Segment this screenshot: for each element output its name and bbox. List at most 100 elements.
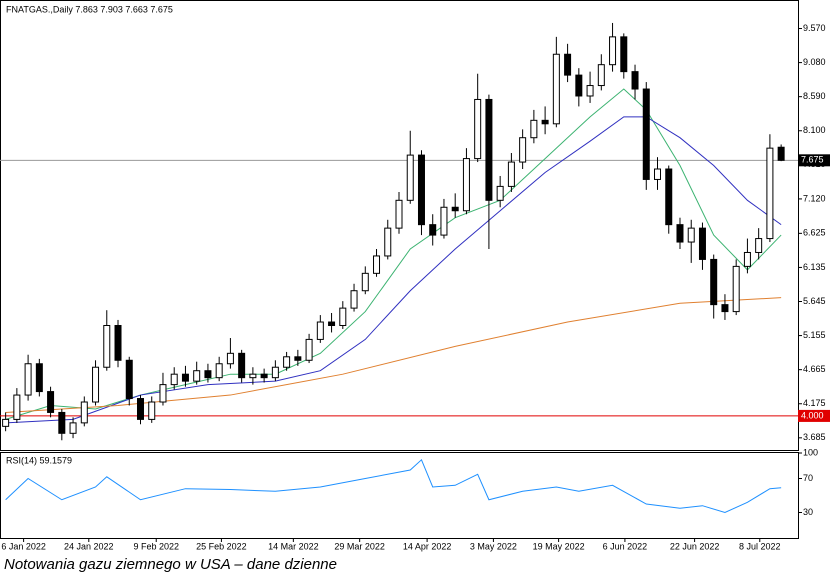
y-tick-label: 100 — [803, 447, 818, 457]
candle-body — [238, 352, 246, 379]
y-tick-label: 9.570 — [803, 23, 826, 33]
candle-body — [687, 227, 695, 243]
x-tick-label: 14 Apr 2022 — [403, 541, 452, 551]
y-tick-label: 6.625 — [803, 228, 826, 238]
candle-body — [226, 352, 234, 365]
candle-body — [24, 363, 32, 396]
candle-body — [361, 272, 369, 292]
candle-body — [305, 338, 313, 361]
y-tick-label: 9.080 — [803, 57, 826, 67]
indicator-line — [5, 297, 782, 413]
candle-body — [339, 307, 347, 327]
candle-body — [283, 356, 291, 368]
candle-body — [204, 370, 212, 379]
y-tick-label: 5.155 — [803, 330, 826, 340]
candle-body — [777, 146, 785, 161]
candle-body — [249, 373, 257, 379]
candle-body — [294, 356, 302, 361]
candle-body — [215, 363, 223, 379]
x-tick-label: 24 Jan 2022 — [64, 541, 114, 551]
price-tag — [798, 154, 830, 167]
candle-body — [395, 199, 403, 229]
y-tick-label: 3.685 — [803, 432, 826, 442]
candle-body — [429, 224, 437, 236]
candle-body — [92, 366, 100, 403]
candle-body — [474, 98, 482, 160]
rsi-panel — [0, 452, 799, 539]
y-tick-label: 7.120 — [803, 193, 826, 203]
candle-body — [350, 290, 358, 309]
candle-body — [148, 401, 156, 420]
y-tick-label: 30 — [803, 507, 813, 517]
candle-body — [193, 370, 201, 382]
candle-body — [170, 373, 178, 386]
candle-body — [159, 384, 167, 403]
candle-body — [721, 304, 729, 313]
candle-body — [136, 398, 144, 420]
main-panel — [0, 0, 799, 451]
candle-body — [597, 64, 605, 87]
y-tick-label: 8.100 — [803, 125, 826, 135]
x-tick-label: 14 Mar 2022 — [268, 541, 319, 551]
candle-body — [743, 251, 751, 267]
x-tick-label: 29 Mar 2022 — [334, 541, 385, 551]
y-tick-label: 6.135 — [803, 262, 826, 272]
y-tick-label: 4.175 — [803, 398, 826, 408]
candle-body — [698, 227, 706, 260]
chart-title: FNATGAS.,Daily 7.863 7.903 7.663 7.675 — [6, 4, 173, 14]
candle-body — [58, 411, 66, 434]
x-tick-label: 6 Jan 2022 — [1, 541, 46, 551]
x-tick-label: 3 May 2022 — [470, 541, 517, 551]
candle-body — [440, 206, 448, 236]
candle-body — [642, 88, 650, 180]
candle-body — [766, 147, 774, 240]
candle-body — [575, 74, 583, 97]
candle-body — [552, 53, 560, 125]
candle-body — [485, 98, 493, 201]
x-tick-label: 6 Jun 2022 — [603, 541, 648, 551]
candle-body — [631, 71, 639, 90]
candle-body — [665, 168, 673, 226]
candle-body — [507, 161, 515, 187]
candle-body — [676, 224, 684, 243]
candle-body — [609, 36, 617, 66]
candle-body — [328, 321, 336, 327]
indicator-line — [5, 116, 782, 424]
candle-body — [384, 227, 392, 257]
candle-body — [755, 238, 763, 253]
y-tick-label: 70 — [803, 473, 813, 483]
candle-body — [13, 394, 21, 420]
candle-body — [451, 206, 459, 212]
candle-body — [125, 359, 133, 400]
x-tick-label: 19 May 2022 — [533, 541, 585, 551]
candle-body — [406, 154, 414, 201]
candle-body — [80, 401, 88, 424]
candle-body — [47, 391, 55, 413]
indicator-line — [5, 458, 782, 514]
candle-body — [620, 36, 628, 73]
candle-body — [462, 158, 470, 212]
candle-body — [103, 325, 111, 368]
x-tick-label: 25 Feb 2022 — [196, 541, 247, 551]
candle-body — [114, 325, 122, 361]
candle-body — [564, 53, 572, 76]
x-tick-label: 9 Feb 2022 — [133, 541, 179, 551]
indicator-line — [5, 88, 782, 420]
candle-body — [316, 321, 324, 340]
x-tick-label: 22 Jun 2022 — [670, 541, 720, 551]
candle-body — [586, 85, 594, 97]
candle-body — [732, 265, 740, 313]
candle-body — [69, 422, 77, 434]
x-tick-label: 8 Jul 2022 — [739, 541, 781, 551]
price-label: 7.675 — [801, 155, 824, 165]
candle-body — [271, 366, 279, 379]
candle-body — [181, 373, 189, 382]
candle-body — [654, 168, 662, 180]
y-tick-label: 4.665 — [803, 364, 826, 374]
y-tick-label: 5.645 — [803, 296, 826, 306]
candle-body — [519, 137, 527, 163]
candle-body — [530, 119, 538, 139]
candle-body — [2, 418, 10, 427]
level-label: 4.000 — [801, 410, 824, 420]
